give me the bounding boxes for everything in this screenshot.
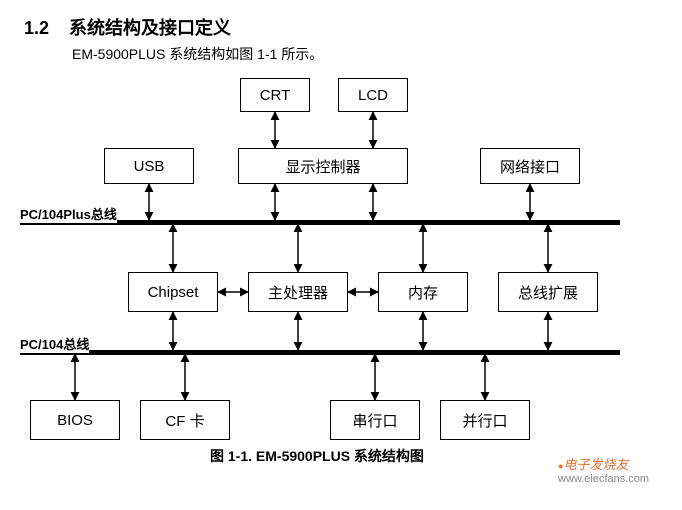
watermark-label: ●电子发烧友: [558, 454, 649, 473]
bus-line-pc104: [20, 350, 620, 355]
node-chipset: Chipset: [128, 272, 218, 312]
node-network: 网络接口: [480, 148, 580, 184]
node-usb: USB: [104, 148, 194, 184]
bus-label-pc104plus: PC/104Plus总线: [20, 204, 117, 223]
node-lcd: LCD: [338, 78, 408, 112]
node-memory: 内存: [378, 272, 468, 312]
watermark: ●电子发烧友 www.elecfans.com: [558, 454, 649, 485]
node-parallel: 并行口: [440, 400, 530, 440]
section-title: 系统结构及接口定义: [69, 18, 231, 38]
watermark-url: www.elecfans.com: [558, 473, 649, 485]
node-bios: BIOS: [30, 400, 120, 440]
section-number: 1.2: [24, 18, 49, 38]
node-display-controller: 显示控制器: [238, 148, 408, 184]
node-cf-card: CF 卡: [140, 400, 230, 440]
figure-caption: 图 1-1. EM-5900PLUS 系统结构图: [210, 446, 424, 466]
node-serial: 串行口: [330, 400, 420, 440]
node-crt: CRT: [240, 78, 310, 112]
intro-text: EM-5900PLUS 系统结构如图 1-1 所示。: [72, 44, 323, 64]
section-heading: 1.2 系统结构及接口定义: [24, 14, 231, 40]
bus-label-pc104: PC/104总线: [20, 334, 89, 353]
node-cpu: 主处理器: [248, 272, 348, 312]
node-bus-extension: 总线扩展: [498, 272, 598, 312]
